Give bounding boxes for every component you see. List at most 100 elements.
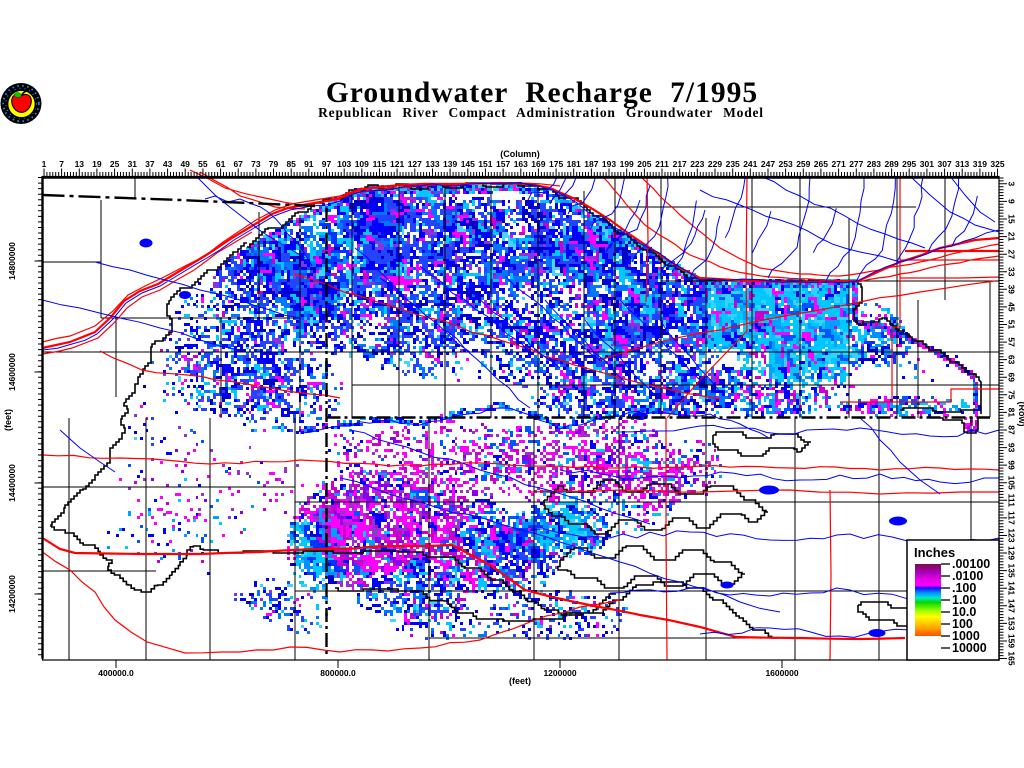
svg-text:93: 93	[1007, 443, 1017, 453]
svg-text:121: 121	[390, 159, 404, 169]
svg-text:265: 265	[814, 159, 828, 169]
svg-text:10.0: 10.0	[952, 605, 976, 619]
svg-text:39: 39	[1007, 285, 1017, 295]
svg-text:14400000: 14400000	[7, 464, 17, 502]
svg-text:Inches: Inches	[914, 545, 955, 560]
svg-text:259: 259	[796, 159, 810, 169]
svg-text:10000: 10000	[952, 641, 987, 655]
svg-text:14200000: 14200000	[7, 575, 17, 613]
svg-text:9: 9	[1007, 199, 1017, 204]
svg-text:325: 325	[990, 159, 1004, 169]
svg-text:79: 79	[269, 159, 279, 169]
svg-text:43: 43	[163, 159, 173, 169]
svg-text:69: 69	[1007, 372, 1017, 382]
svg-text:135: 135	[1007, 564, 1017, 578]
svg-text:81: 81	[1007, 408, 1017, 418]
svg-text:165: 165	[1007, 651, 1017, 665]
svg-text:1200000: 1200000	[543, 668, 576, 678]
svg-text:247: 247	[761, 159, 775, 169]
svg-text:229: 229	[708, 159, 722, 169]
svg-text:100: 100	[952, 617, 973, 631]
svg-text:115: 115	[373, 159, 387, 169]
svg-text:(feet): (feet)	[3, 409, 13, 431]
svg-text:145: 145	[461, 159, 475, 169]
svg-text:159: 159	[1007, 634, 1017, 648]
svg-text:1000: 1000	[952, 629, 980, 643]
svg-text:241: 241	[743, 159, 757, 169]
svg-text:7: 7	[59, 159, 64, 169]
svg-text:235: 235	[726, 159, 740, 169]
svg-text:(feet): (feet)	[509, 676, 531, 686]
svg-text:73: 73	[251, 159, 261, 169]
svg-text:800000.0: 800000.0	[320, 668, 356, 678]
svg-text:319: 319	[973, 159, 987, 169]
svg-text:13: 13	[75, 159, 85, 169]
svg-text:313: 313	[955, 159, 969, 169]
svg-text:199: 199	[620, 159, 634, 169]
svg-text:31: 31	[128, 159, 138, 169]
svg-text:277: 277	[849, 159, 863, 169]
svg-text:19: 19	[92, 159, 102, 169]
svg-text:.100: .100	[952, 581, 976, 595]
svg-text:187: 187	[584, 159, 598, 169]
svg-text:103: 103	[337, 159, 351, 169]
svg-text:205: 205	[637, 159, 651, 169]
svg-text:61: 61	[216, 159, 226, 169]
svg-text:33: 33	[1007, 267, 1017, 277]
svg-text:27: 27	[1007, 249, 1017, 259]
svg-text:153: 153	[1007, 616, 1017, 630]
svg-text:57: 57	[1007, 337, 1017, 347]
svg-text:Groundwater Recharge 7/1995: Groundwater Recharge 7/1995	[326, 77, 758, 109]
svg-text:75: 75	[1007, 390, 1017, 400]
svg-text:217: 217	[673, 159, 687, 169]
svg-text:253: 253	[779, 159, 793, 169]
svg-text:.0100: .0100	[952, 569, 983, 583]
svg-text:85: 85	[286, 159, 296, 169]
svg-text:211: 211	[655, 159, 669, 169]
svg-text:(Column): (Column)	[500, 149, 540, 159]
svg-text:91: 91	[304, 159, 314, 169]
svg-text:49: 49	[180, 159, 190, 169]
svg-text:133: 133	[425, 159, 439, 169]
svg-text:127: 127	[408, 159, 422, 169]
svg-text:223: 223	[690, 159, 704, 169]
svg-text:.00100: .00100	[952, 557, 990, 571]
svg-text:295: 295	[902, 159, 916, 169]
svg-text:25: 25	[110, 159, 120, 169]
svg-text:14600000: 14600000	[7, 353, 17, 391]
svg-text:400000.0: 400000.0	[98, 668, 134, 678]
svg-text:193: 193	[602, 159, 616, 169]
svg-text:271: 271	[832, 159, 846, 169]
svg-text:63: 63	[1007, 355, 1017, 365]
svg-text:129: 129	[1007, 546, 1017, 560]
svg-text:3: 3	[1007, 181, 1017, 186]
svg-text:141: 141	[1007, 581, 1017, 595]
svg-text:Republican River Compact Admin: Republican River Compact Administration …	[318, 105, 764, 120]
svg-text:15: 15	[1007, 214, 1017, 224]
svg-text:139: 139	[443, 159, 457, 169]
svg-text:99: 99	[1007, 460, 1017, 470]
svg-text:1.00: 1.00	[952, 593, 976, 607]
svg-text:117: 117	[1007, 511, 1017, 525]
svg-text:1600000: 1600000	[765, 668, 798, 678]
svg-text:289: 289	[885, 159, 899, 169]
svg-text:157: 157	[496, 159, 510, 169]
svg-text:169: 169	[531, 159, 545, 169]
svg-text:123: 123	[1007, 528, 1017, 542]
svg-text:21: 21	[1007, 232, 1017, 242]
svg-text:283: 283	[867, 159, 881, 169]
svg-text:(Row): (Row)	[1017, 402, 1024, 427]
svg-text:87: 87	[1007, 425, 1017, 435]
svg-text:175: 175	[549, 159, 563, 169]
svg-text:67: 67	[233, 159, 243, 169]
svg-text:111: 111	[1007, 494, 1017, 508]
svg-text:51: 51	[1007, 320, 1017, 330]
svg-text:181: 181	[567, 159, 581, 169]
svg-text:97: 97	[322, 159, 332, 169]
svg-text:37: 37	[145, 159, 155, 169]
svg-text:147: 147	[1007, 599, 1017, 613]
svg-text:55: 55	[198, 159, 208, 169]
svg-text:105: 105	[1007, 476, 1017, 490]
svg-text:163: 163	[514, 159, 528, 169]
svg-text:307: 307	[938, 159, 952, 169]
